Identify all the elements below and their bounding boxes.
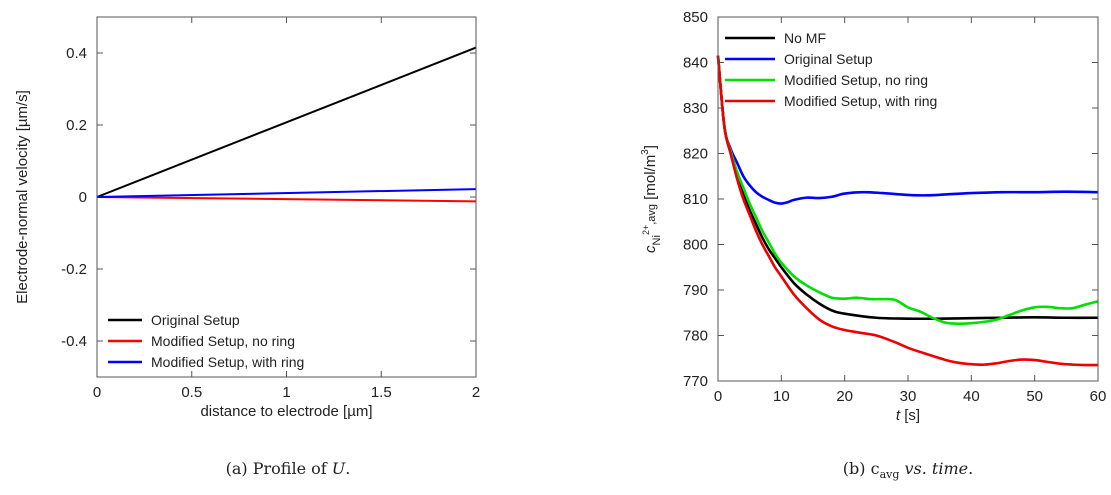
chart-a-y-axis-label: Electrode-normal velocity [µm/s] (14, 90, 31, 304)
x-tick-label: 40 (963, 388, 980, 405)
chart-b-ticks: 0 10 20 30 40 50 60 770 780 790 800 810 820 830 840 850 (683, 9, 1106, 405)
legend-entry: Modified Setup, with ring (784, 93, 937, 109)
series-line-1 (96, 46, 477, 198)
y-tick-label: -0.2 (61, 261, 87, 278)
chart-b-caption: (b) cavg vs. time. (843, 459, 973, 481)
y-tick-label: -0.4 (61, 333, 87, 350)
x-tick-label: 20 (836, 388, 853, 405)
chart-a-caption: (a) Profile of U. (226, 459, 351, 478)
y-tick-label: 800 (683, 237, 708, 254)
chart-b-legend: No MF Original Setup Modified Setup, no ri… (725, 30, 937, 109)
chart-a-ticks: 0 0.5 1 1.5 2 -0.4 -0.2 0 0.2 0.4 (61, 17, 480, 401)
y-tick-label: 0 (79, 189, 87, 206)
x-tick-label: 1.5 (371, 384, 392, 401)
series-line-2 (716, 55, 1099, 205)
x-tick-label: 0.5 (181, 384, 202, 401)
y-tick-label: 0.4 (66, 45, 87, 62)
series-line-1 (716, 55, 1099, 321)
x-tick-label: 30 (900, 388, 917, 405)
y-tick-label: 810 (683, 191, 708, 208)
y-tick-label: 770 (683, 373, 708, 390)
y-tick-label: 840 (683, 55, 708, 72)
chart-b: 0 10 20 30 40 50 60 770 780 790 800 810 820 830 840 850… (640, 9, 1106, 481)
x-tick-label: 60 (1090, 388, 1107, 405)
x-tick-label: 0 (93, 384, 101, 401)
series-line-3 (716, 55, 1099, 325)
x-tick-label: 50 (1026, 388, 1043, 405)
x-tick-label: 1 (282, 384, 290, 401)
chart-a-legend: Original Setup Modified Setup, no ring Mod… (108, 312, 304, 370)
y-tick-label: 830 (683, 100, 708, 117)
chart-a-plot-frame (96, 16, 477, 378)
x-tick-label: 2 (472, 384, 480, 401)
chart-a-series (96, 46, 477, 203)
chart-b-x-axis-label: t [s] (896, 407, 920, 424)
legend-entry: No MF (784, 30, 826, 46)
legend-entry: Modified Setup, no ring (784, 72, 928, 88)
y-tick-label: 850 (683, 9, 708, 26)
x-tick-label: 0 (714, 388, 722, 405)
legend-entry: Original Setup (784, 51, 873, 67)
legend-entry: Modified Setup, no ring (151, 333, 295, 349)
legend-entry: Original Setup (151, 312, 240, 328)
series-line-3 (96, 188, 477, 198)
chart-a-x-axis-label: distance to electrode [µm] (200, 403, 372, 420)
y-tick-label: 0.2 (66, 117, 87, 134)
y-tick-label: 790 (683, 282, 708, 299)
series-line-4 (716, 55, 1099, 367)
chart-a: 0 0.5 1 1.5 2 -0.4 -0.2 0 0.2 0.4 distance to ele… (14, 16, 480, 478)
y-tick-label: 820 (683, 146, 708, 163)
series-line-2 (96, 196, 477, 203)
chart-b-plot-frame (717, 16, 1099, 382)
chart-b-y-axis-label: cNi2+,avg [mol/m3] (640, 145, 663, 253)
chart-b-series (716, 55, 1099, 367)
legend-entry: Modified Setup, with ring (151, 354, 304, 370)
x-tick-label: 10 (773, 388, 790, 405)
y-tick-label: 780 (683, 328, 708, 345)
